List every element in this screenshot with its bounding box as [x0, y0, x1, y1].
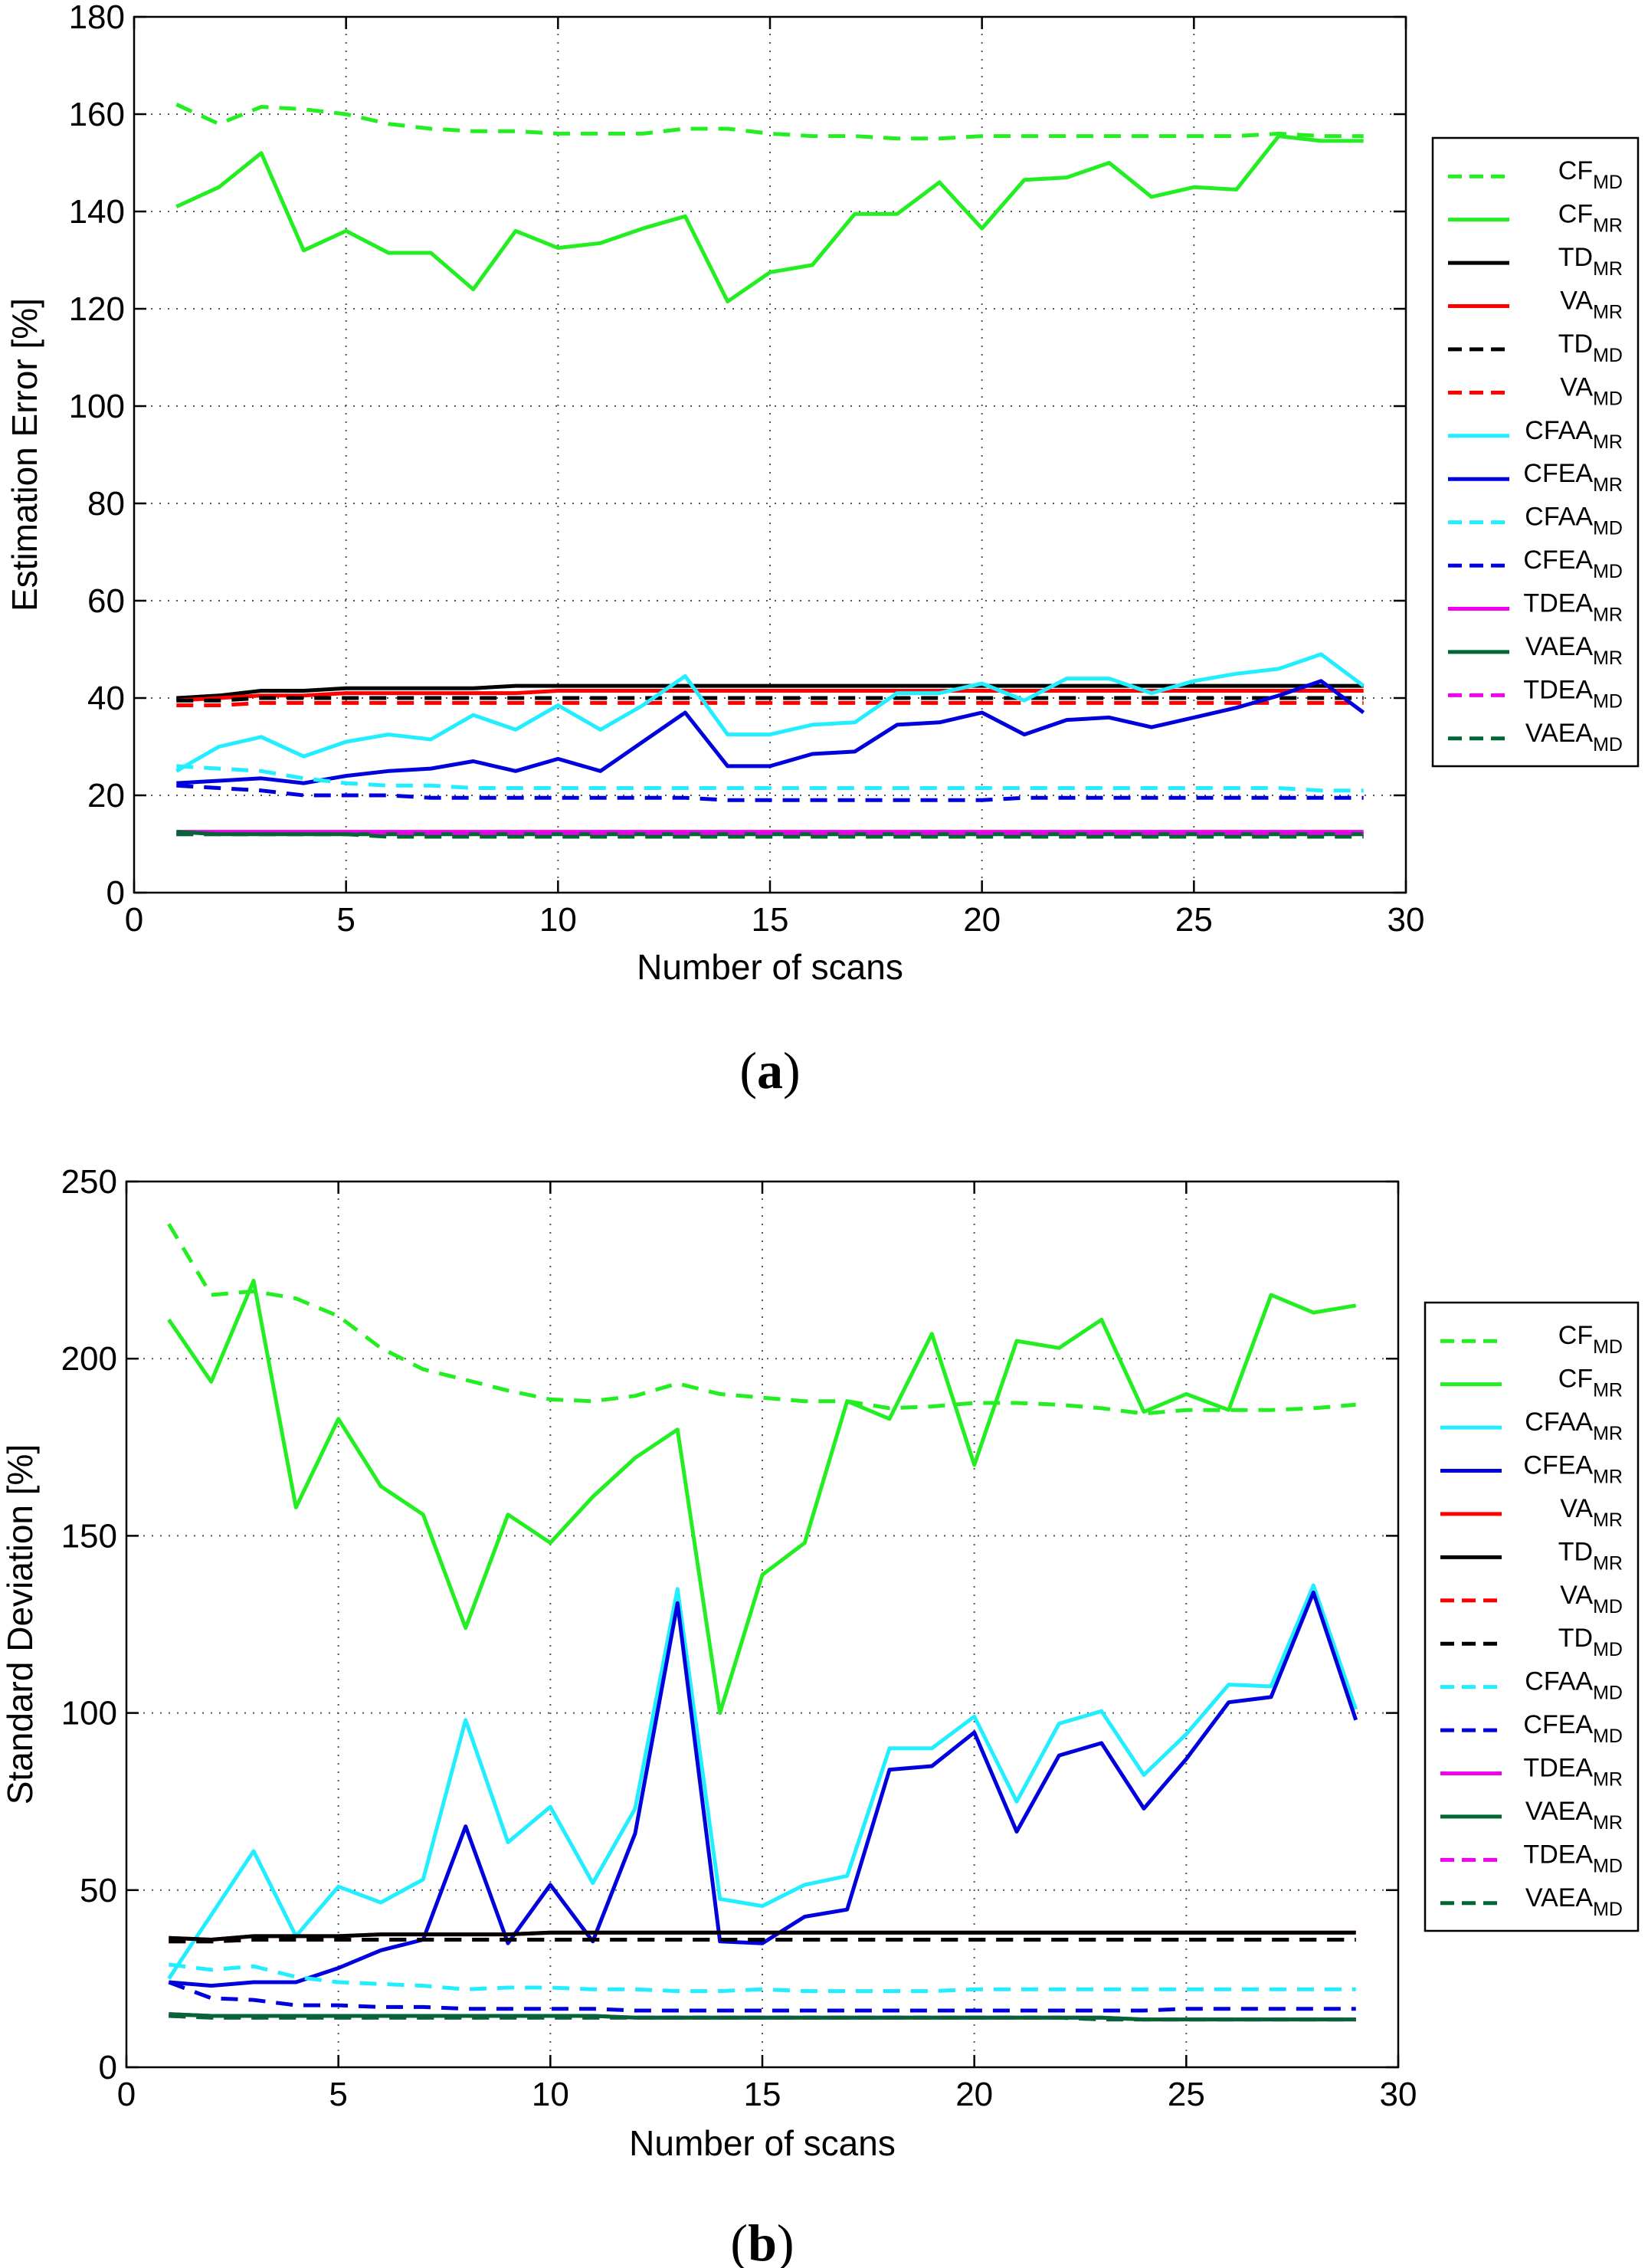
x-tick-label: 0 — [125, 901, 143, 939]
plot-area — [126, 1182, 1398, 2067]
x-tick-label: 30 — [1380, 2076, 1417, 2113]
y-tick-label: 80 — [87, 485, 125, 523]
legend-entry-label: CFEAMR — [1523, 459, 1623, 496]
x-tick-label: 5 — [329, 2076, 347, 2113]
y-tick-label: 60 — [87, 582, 125, 620]
x-tick-label: 5 — [336, 901, 355, 939]
y-tick-label: 100 — [69, 388, 125, 425]
legend-entry-label: VAEAMR — [1525, 1797, 1623, 1834]
x-tick-label: 15 — [752, 901, 789, 939]
y-tick-label: 150 — [61, 1517, 117, 1555]
series-line-vaea-md-dashed — [169, 2014, 1356, 2022]
legend-entry-label: VAMD — [1560, 1581, 1623, 1617]
legend-entry-label: CFMD — [1558, 156, 1623, 193]
y-tick-label: 120 — [69, 290, 125, 328]
legend-entry-label: VAEAMD — [1525, 719, 1623, 755]
legend-entry-label: VAEAMD — [1525, 1883, 1623, 1920]
legend-entry-label: CFMR — [1558, 1365, 1623, 1401]
legend-entry-label: VAMD — [1560, 372, 1623, 409]
series-line-td-mr-solid — [176, 683, 1364, 700]
legend-entry-label: VAMR — [1560, 1494, 1623, 1531]
y-tick-label: 0 — [99, 2049, 117, 2086]
x-tick-label: 10 — [532, 2076, 569, 2113]
legend-entry-label: VAMR — [1560, 287, 1623, 323]
x-tick-label: 25 — [1175, 901, 1213, 939]
legend-entry-label: CFEAMD — [1523, 546, 1623, 582]
legend-entry-label: TDMR — [1558, 243, 1623, 280]
y-tick-label: 40 — [87, 680, 125, 717]
y-tick-label: 20 — [87, 777, 125, 814]
legend-entry-label: TDMR — [1558, 1537, 1623, 1574]
legend-entry-label: CFEAMD — [1523, 1710, 1623, 1747]
series-line-cf-mr-solid — [175, 134, 1364, 303]
y-tick-label: 160 — [69, 96, 125, 133]
y-tick-label: 200 — [61, 1340, 117, 1378]
legend-entry-label: TDEAMR — [1523, 1754, 1623, 1791]
chart-panel-a: 0 5 10 15 20 25 30 0 20 40 60 80 100 120 140 160 180 Numb… — [5, 0, 1640, 1100]
series-line-cfaa-md-dashed — [176, 764, 1364, 793]
chart-panel-b: 0 5 10 15 20 25 30 0 50 100 150 200 250 Number of sca… — [0, 1163, 1640, 2268]
legend-entry-label: TDEAMD — [1523, 1840, 1623, 1876]
panel-caption: (a) — [739, 1041, 800, 1100]
legend-entry-label: TDMD — [1558, 329, 1623, 366]
plot-area — [134, 17, 1406, 893]
legend-entry-label: CFEAMR — [1523, 1451, 1623, 1488]
y-tick-label: 50 — [80, 1872, 117, 1909]
series-line-cf-md-dashed — [167, 1223, 1356, 1416]
legend-entry-label: CFAAMD — [1525, 503, 1623, 539]
x-tick-label: 25 — [1168, 2076, 1205, 2113]
series-line-va-md-dashed — [176, 700, 1364, 707]
series-line-cfea-md-dashed — [176, 783, 1364, 802]
legend-entry-label: VAEAMR — [1525, 632, 1623, 669]
y-tick-label: 100 — [61, 1695, 117, 1732]
legend-box — [1431, 136, 1640, 768]
series-line-cfea-md-dashed — [168, 1980, 1356, 2013]
legend-entry-label: CFAAMD — [1525, 1667, 1623, 1704]
x-tick-label: 0 — [117, 2076, 136, 2113]
y-tick-label: 140 — [69, 193, 125, 231]
legend-entry-label: TDEAMD — [1523, 675, 1623, 712]
legend-entry-label: TDMD — [1558, 1624, 1623, 1660]
y-tick-label: 250 — [61, 1163, 117, 1201]
y-tick-label: 180 — [69, 0, 125, 36]
x-axis-label: Number of scans — [629, 2123, 896, 2163]
y-axis-label: Standard Deviation [%] — [0, 1444, 40, 1805]
legend-entry-label: CFAAMR — [1525, 416, 1623, 453]
x-tick-label: 20 — [955, 2076, 993, 2113]
x-tick-label: 30 — [1388, 901, 1425, 939]
x-tick-label: 15 — [744, 2076, 781, 2113]
legend-entry-label: CFMD — [1558, 1321, 1623, 1358]
x-axis-label: Number of scans — [637, 947, 903, 987]
legend-entry-label: TDEAMR — [1523, 589, 1623, 626]
series-line-cfea-mr-solid — [176, 679, 1365, 785]
legend: CFMD CFMR CFAAMR CFEAMR VAMR TDMR VAMD TDMD CFAA… — [1424, 1301, 1640, 1932]
legend-entry-label: CFAAMR — [1525, 1408, 1623, 1444]
series-line-cfaa-md-dashed — [168, 1962, 1356, 1994]
legend: CFMD CFMR TDMR VAMR TDMD VAMD CFAAMR CFEAMR CFAA… — [1431, 136, 1640, 768]
series-line-cf-md-dashed — [175, 103, 1364, 141]
series-line-cfaa-mr-solid — [175, 652, 1365, 773]
legend-box — [1424, 1301, 1640, 1932]
x-tick-label: 10 — [539, 901, 577, 939]
series-line-td-md-dashed — [169, 1938, 1356, 1944]
y-axis-label: Estimation Error [%] — [5, 298, 44, 611]
x-tick-label: 20 — [963, 901, 1001, 939]
series-line-td-mr-solid — [169, 1930, 1356, 1942]
series-line-vaea-md-dashed — [176, 832, 1364, 839]
y-tick-label: 0 — [106, 874, 125, 912]
series-line-cfaa-mr-solid — [167, 1583, 1358, 1980]
legend-entry-label: CFMR — [1558, 200, 1623, 237]
series-line-cf-mr-solid — [167, 1279, 1357, 1716]
series-line-cfea-mr-solid — [169, 1590, 1358, 1988]
series-line-td-md-dashed — [176, 696, 1364, 703]
panel-caption: (b) — [730, 2214, 794, 2268]
